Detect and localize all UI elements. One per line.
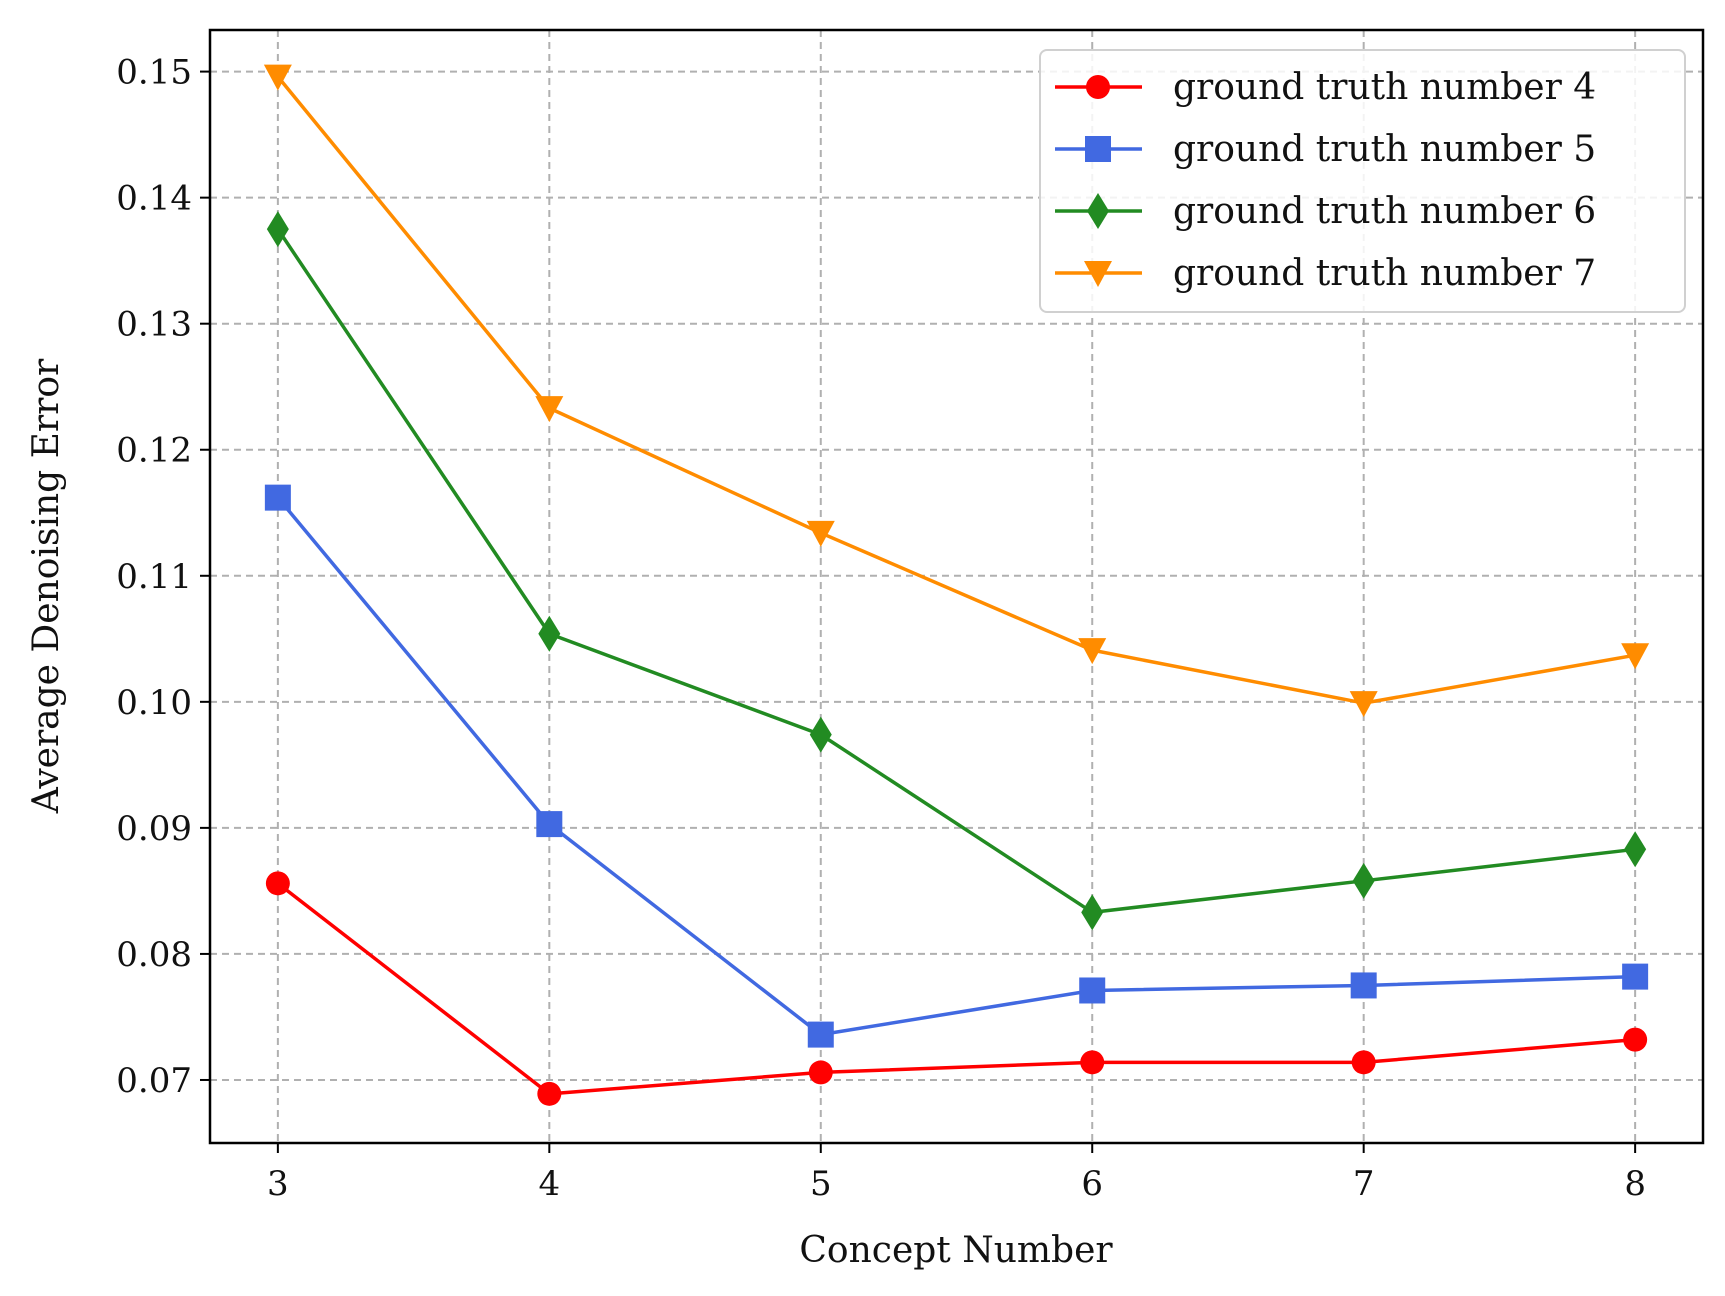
data-point — [535, 396, 564, 423]
x-tick-label: 7 — [1353, 1164, 1375, 1204]
data-point — [1622, 963, 1649, 990]
legend-marker — [1087, 193, 1109, 229]
legend-item: ground truth number 6 — [1055, 191, 1596, 232]
y-axis-label: Average Denoising Error — [26, 358, 67, 814]
data-point — [1350, 972, 1377, 999]
data-point — [536, 811, 563, 838]
series-line — [276, 881, 1636, 1096]
x-tick-label: 5 — [810, 1164, 832, 1204]
series-4 — [263, 64, 1650, 718]
y-tick-label: 0.15 — [116, 53, 192, 93]
x-tick-label: 4 — [538, 1164, 560, 1204]
data-point — [266, 211, 289, 248]
legend-label: ground truth number 4 — [1173, 67, 1596, 108]
y-tick-label: 0.13 — [116, 305, 192, 345]
legend: ground truth number 4 ground truth number… — [1039, 49, 1686, 313]
x-tick-label: 3 — [267, 1164, 289, 1204]
legend-box — [1039, 49, 1686, 313]
data-point — [264, 484, 291, 511]
y-tick-label: 0.09 — [116, 809, 192, 849]
series-1 — [265, 871, 1648, 1106]
data-point — [1621, 643, 1650, 670]
data-point — [265, 871, 290, 896]
series-line — [276, 228, 1636, 915]
data-point — [1079, 977, 1106, 1004]
data-point — [1080, 1050, 1105, 1075]
data-point — [1624, 831, 1647, 868]
series-line — [276, 75, 1636, 705]
plot-frame — [208, 28, 1705, 1145]
series-2 — [264, 484, 1649, 1048]
y-tick-label: 0.08 — [116, 935, 192, 975]
data-point — [1349, 691, 1378, 718]
x-tick-label: 6 — [1081, 1164, 1103, 1204]
data-point — [1623, 1027, 1648, 1052]
data-point — [538, 615, 561, 652]
data-point — [1078, 638, 1107, 665]
legend-marker — [1084, 261, 1112, 287]
legend-item: ground truth number 4 — [1055, 67, 1596, 108]
legend-label: ground truth number 6 — [1173, 191, 1596, 232]
series-3 — [266, 211, 1647, 931]
x-axis-label: Concept Number — [799, 1230, 1113, 1271]
x-axis-ticks: 3 4 5 6 7 8 — [267, 1143, 1646, 1204]
legend-label: ground truth number 5 — [1173, 129, 1596, 170]
data-point — [537, 1081, 562, 1106]
legend-label: ground truth number 7 — [1173, 253, 1596, 294]
legend-item: ground truth number 7 — [1055, 253, 1596, 294]
y-tick-label: 0.14 — [116, 179, 192, 219]
legend-item: ground truth number 5 — [1055, 129, 1596, 170]
data-point — [807, 1021, 834, 1048]
y-tick-label: 0.07 — [116, 1061, 192, 1101]
data-point — [1351, 1050, 1376, 1075]
series-lines — [263, 64, 1650, 1106]
grid — [210, 30, 1703, 1143]
data-point — [806, 520, 835, 547]
data-point — [1352, 862, 1375, 899]
data-point — [808, 1060, 833, 1085]
series-line — [276, 496, 1636, 1037]
y-tick-label: 0.10 — [116, 683, 192, 723]
data-point — [809, 716, 832, 753]
y-tick-label: 0.12 — [116, 431, 192, 471]
y-axis-ticks: 0.07 0.08 0.09 0.10 0.11 0.12 0.13 0.14 0.15 — [116, 53, 210, 1101]
legend-marker — [1086, 75, 1110, 99]
x-tick-label: 8 — [1624, 1164, 1646, 1204]
data-point — [263, 64, 292, 91]
y-tick-label: 0.11 — [116, 557, 192, 597]
data-point — [1081, 894, 1104, 931]
legend-marker — [1085, 136, 1111, 162]
